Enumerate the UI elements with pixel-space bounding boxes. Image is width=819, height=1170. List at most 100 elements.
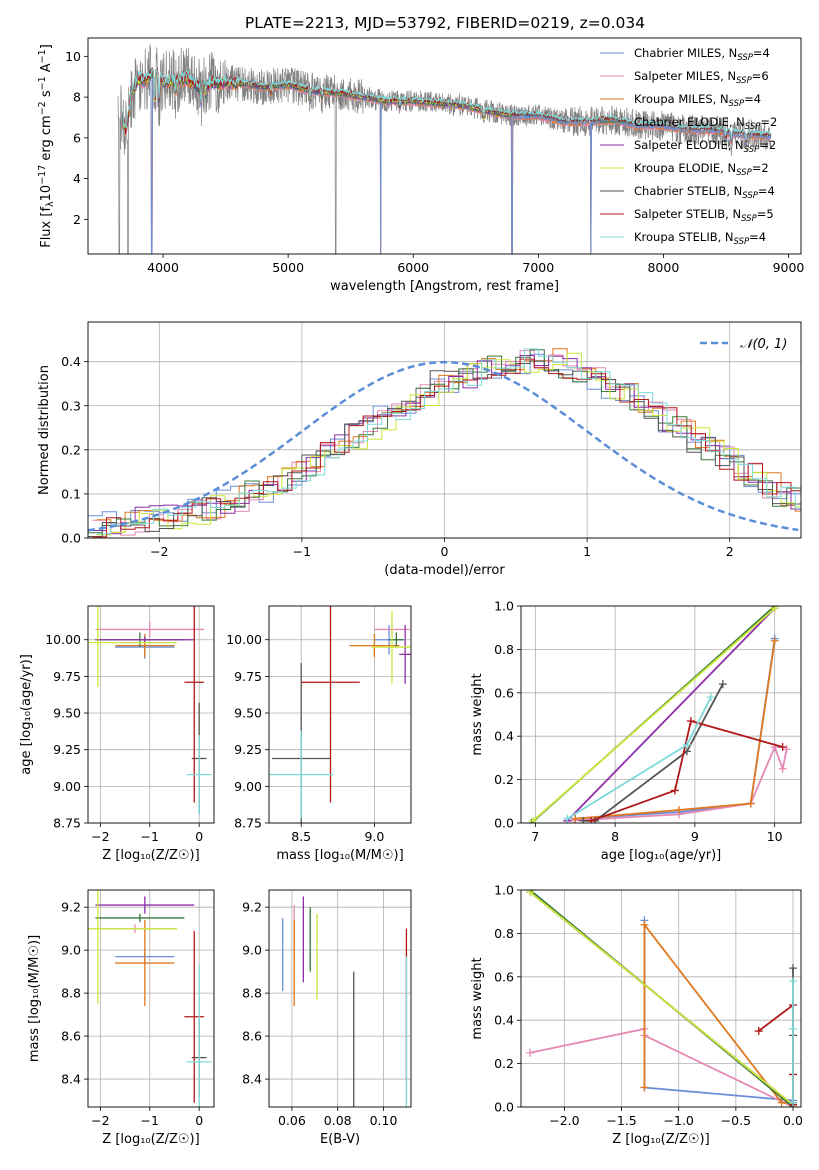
x-tick-label: 1: [583, 544, 591, 559]
mass_weight_vs_Z-frame: [520, 889, 802, 1108]
age_vs_mass-frame: [268, 605, 412, 824]
x-tick-label: 0.0: [783, 1113, 803, 1128]
mass-weight-point: [640, 920, 649, 929]
mass_weight_vs_age-panel: 7 8 9 10 0.0 0.2 0.4 0.6 0.8 1.0 age [log₁₀(age/yr…: [470, 599, 802, 863]
y-tick-label: 9.50: [234, 706, 262, 721]
y-tick-label: 0.2: [494, 1056, 514, 1071]
spectrum-frame: [87, 37, 802, 255]
mass-weight-point: [640, 1083, 649, 1092]
legend-entry: Salpeter STELIB, NSSP=5: [634, 207, 774, 224]
y-tick-label: 10.00: [45, 632, 81, 647]
legend-entry: Chabrier MILES, NSSP=4: [634, 46, 770, 63]
y-tick-label: 0.4: [494, 1013, 514, 1028]
y-tick-label: 9.2: [242, 900, 262, 915]
y-tick-label: 6: [73, 130, 81, 145]
figure-title: PLATE=2213, MJD=53792, FIBERID=0219, z=0…: [245, 14, 645, 32]
y-tick-label: 0.6: [494, 969, 514, 984]
y-tick-label: 0.2: [494, 772, 514, 787]
x-tick-label: 9000: [773, 260, 805, 275]
age_vs_Z-plot-area: [88, 606, 212, 815]
age_vs_Z-frame: [87, 605, 215, 824]
spectrum-panel: 4000 5000 6000 7000 8000 9000 2 4 6 8 10 wavelength…: [37, 37, 805, 294]
model-spectrum-line: [122, 67, 772, 141]
y-tick-label: 9.0: [242, 943, 262, 958]
x-tick-label: 7: [531, 829, 539, 844]
x-tick-label: −2: [91, 829, 109, 844]
y-tick-label: 1.0: [494, 883, 514, 898]
mass_vs_EBV-frame: [268, 889, 412, 1108]
x-tick-label: 0: [195, 1113, 203, 1128]
x-tick-label: 2: [726, 544, 734, 559]
mass-weight-line: [566, 607, 776, 822]
x-axis-label: (data-model)/error: [384, 563, 505, 578]
x-tick-label: 9: [691, 829, 699, 844]
x-axis-label: mass [log₁₀(M/M☉)]: [276, 848, 403, 863]
mass-weight-point: [526, 1048, 535, 1057]
y-tick-label: 9.00: [53, 779, 81, 794]
spectrum-legend: Chabrier MILES, NSSP=4 Salpeter MILES, NS…: [600, 46, 777, 247]
mass-weight-point: [563, 814, 572, 823]
mass_vs_Z-frame: [87, 889, 215, 1108]
x-tick-label: 0.10: [370, 1113, 398, 1128]
y-tick-label: 9.25: [53, 742, 81, 757]
x-tick-label: 10: [767, 829, 783, 844]
x-tick-label: −1.0: [664, 1113, 694, 1128]
mass-weight-point: [718, 680, 727, 689]
y-tick-label: 0.1: [61, 486, 81, 501]
mass_vs_EBV-grid: [269, 890, 411, 1107]
x-tick-label: 6000: [397, 260, 429, 275]
mass-weight-line: [529, 891, 794, 1106]
x-axis-label: age [log₁₀(age/yr)]: [601, 848, 722, 863]
y-tick-label: 8.75: [53, 816, 81, 831]
mass_weight_vs_Z-plot-area: [526, 890, 797, 1107]
mass-weight-point: [778, 764, 787, 773]
y-tick-label: 0.4: [494, 729, 514, 744]
mass_weight_vs_age-frame: [520, 605, 802, 824]
y-tick-label: 9.50: [53, 706, 81, 721]
mass_vs_EBV-plot-area: [282, 896, 408, 1107]
y-tick-label: 1.0: [494, 599, 514, 614]
x-tick-label: 0: [195, 829, 203, 844]
y-tick-label: 8.8: [242, 986, 262, 1001]
y-tick-label: 10.00: [226, 632, 262, 647]
mass-weight-point: [746, 799, 755, 808]
x-tick-label: −2.0: [549, 1113, 579, 1128]
residual-histogram-step: [88, 360, 801, 537]
residual-histogram-step: [96, 348, 801, 535]
x-axis-label: Z [log₁₀(Z/Z☉)]: [102, 848, 199, 863]
y-tick-label: 0.0: [494, 1100, 514, 1115]
y-axis-label: mass [log₁₀(M/M☉)]: [27, 935, 42, 1062]
mass-weight-point: [778, 743, 787, 752]
x-tick-label: 0.08: [324, 1113, 352, 1128]
y-tick-label: 8.8: [61, 986, 81, 1001]
y-axis-label: Normed distribution: [37, 365, 52, 495]
y-axis-label: age [log₁₀(age/yr)]: [19, 654, 34, 775]
mass-weight-point: [754, 1027, 763, 1036]
mass-weight-line: [575, 640, 776, 820]
mass-weight-point: [789, 1098, 797, 1107]
legend-entry: Kroupa ELODIE, NSSP=2: [634, 161, 769, 178]
y-tick-label: 0.6: [494, 685, 514, 700]
age_vs_mass-panel: 8.5 9.0 8.75 9.00 9.25 9.50 9.75 10.00 mass [log…: [226, 605, 412, 863]
y-tick-label: 8.75: [234, 816, 262, 831]
age_vs_Z-panel: −2 −1 0 8.75 9.00 9.25 9.50 9.75 10.00 Z [log₁₀(Z…: [19, 605, 215, 863]
mass-weight-line: [532, 607, 776, 822]
mass-weight-point: [528, 816, 537, 823]
mass-weight-point: [579, 816, 588, 823]
mass-weight-point: [770, 606, 779, 613]
mass_weight_vs_Z-panel: −2.0 −1.5 −1.0 −0.5 0.0 0.0 0.2 0.4 0.6 0.8 1.0 Z […: [470, 883, 803, 1148]
x-tick-label: −2: [150, 544, 168, 559]
mass-weight-point: [674, 805, 683, 814]
mass_weight_vs_age-plot-area: [527, 606, 791, 823]
x-tick-label: 0.06: [278, 1113, 306, 1128]
mass_vs_EBV-panel: 0.06 0.08 0.10 8.4 8.6 8.8 9.0 9.2 E(B-V): [242, 889, 412, 1147]
y-axis-label: mass weight: [470, 673, 485, 755]
y-tick-label: 9.0: [61, 943, 81, 958]
y-tick-label: 0.8: [494, 642, 514, 657]
y-tick-label: 4: [73, 171, 81, 186]
normal-distribution-curve: [88, 360, 799, 532]
y-tick-label: 9.75: [234, 669, 262, 684]
x-tick-label: −1: [141, 1113, 159, 1128]
x-axis-label: Z [log₁₀(Z/Z☉)]: [102, 1132, 199, 1147]
mass_vs_Z-plot-area: [88, 890, 212, 1107]
